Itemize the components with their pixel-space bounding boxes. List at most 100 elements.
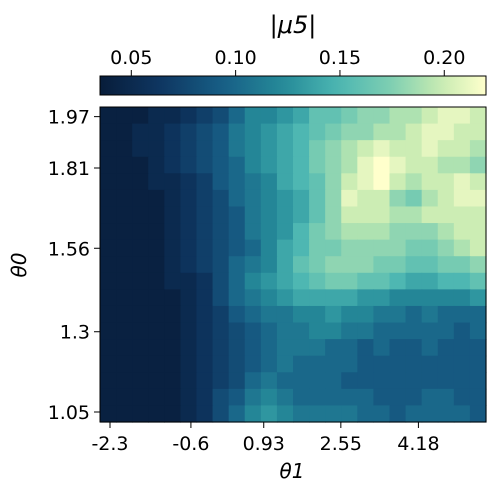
heatmap-cell [276,206,294,224]
heatmap-cell [309,289,326,307]
heatmap-cell [196,123,214,141]
heatmap-cell [357,223,375,241]
heatmap-cell [373,272,391,290]
heatmap-cell [228,173,246,191]
heatmap-cell [100,107,117,125]
heatmap-cell [260,289,278,307]
heatmap-cell [116,173,133,191]
heatmap-cell [453,206,471,224]
heatmap-cell [260,355,278,373]
heatmap-cell [469,272,487,290]
heatmap-cell [228,239,246,257]
heatmap-cell [212,239,230,257]
chart-title: |μ5| [270,11,317,39]
heatmap-cell [421,140,439,158]
heatmap-cell [276,322,294,340]
heatmap-cell [260,107,278,125]
heatmap-cell [325,322,342,340]
heatmap-cell [293,305,310,324]
heatmap-cell [421,256,439,274]
heatmap-cell [244,123,262,141]
heatmap-cell [228,272,246,290]
heatmap-cell [453,339,471,357]
heatmap-cell [212,189,230,208]
heatmap-cell [357,372,375,390]
heatmap-cell [309,355,326,373]
heatmap-cell [453,322,471,340]
heatmap-cell [132,107,149,125]
heatmap-cell [116,289,133,307]
heatmap-cell [389,305,407,324]
heatmap-cell [244,156,262,174]
heatmap-cell [212,322,230,340]
heatmap-cell [421,372,439,390]
heatmap-cell [212,372,230,390]
heatmap-cell [453,388,471,407]
heatmap-cell [244,322,262,340]
heatmap-cell [116,156,133,174]
heatmap-cell [389,339,407,357]
heatmap-cell [276,156,294,174]
heatmap-cell [389,189,407,208]
heatmap-cell [180,189,198,208]
heatmap-cell [276,223,294,241]
y-tick-label: 1.56 [48,238,90,260]
heatmap-cell [325,123,342,141]
heatmap-cell [164,355,182,373]
heatmap-cell [164,339,182,357]
heatmap-cell [276,189,294,208]
heatmap-cell [228,189,246,208]
heatmap-cell [164,156,182,174]
heatmap-cell [148,305,165,324]
heatmap-cell [357,388,375,407]
heatmap-cell [164,123,182,141]
heatmap-cell [373,239,391,257]
heatmap-cell [325,372,342,390]
heatmap-cell [276,355,294,373]
heatmap-cell [244,355,262,373]
heatmap-cell [196,189,214,208]
heatmap-cell [389,140,407,158]
heatmap-cell [437,272,455,290]
heatmap-cell [373,123,391,141]
heatmap-cell [212,289,230,307]
heatmap-cell [405,372,423,390]
y-tick-label: 1.3 [60,322,90,344]
heatmap-cell [148,239,165,257]
heatmap-cell [373,289,391,307]
heatmap-cell [309,372,326,390]
heatmap-cell [437,140,455,158]
heatmap-cell [180,372,198,390]
heatmap-cell [260,322,278,340]
heatmap-cell [341,239,358,257]
heatmap-cell [180,388,198,407]
heatmap-cell [293,223,310,241]
heatmap-cell [341,107,358,125]
heatmap-cell [357,289,375,307]
heatmap-cell [196,173,214,191]
heatmap-cell [341,322,358,340]
heatmap-cell [180,339,198,357]
heatmap-cell [260,173,278,191]
heatmap-cell [325,256,342,274]
heatmap-cell [132,305,149,324]
heatmap-cell [341,289,358,307]
heatmap-cell [405,272,423,290]
heatmap-cell [437,239,455,257]
heatmap-cell [228,140,246,158]
heatmap-cell [309,239,326,257]
heatmap-cell [357,156,375,174]
y-tick-label: 1.81 [48,158,90,180]
heatmap-cell [453,272,471,290]
heatmap-cell [421,272,439,290]
heatmap-cell [116,256,133,274]
heatmap-cell [132,372,149,390]
heatmap-cell [276,123,294,141]
heatmap-cell [116,322,133,340]
heatmap-cell [228,388,246,407]
heatmap-cell [244,339,262,357]
heatmap-cell [309,272,326,290]
heatmap-cell [276,289,294,307]
heatmap-cell [244,372,262,390]
heatmap-cell [196,206,214,224]
